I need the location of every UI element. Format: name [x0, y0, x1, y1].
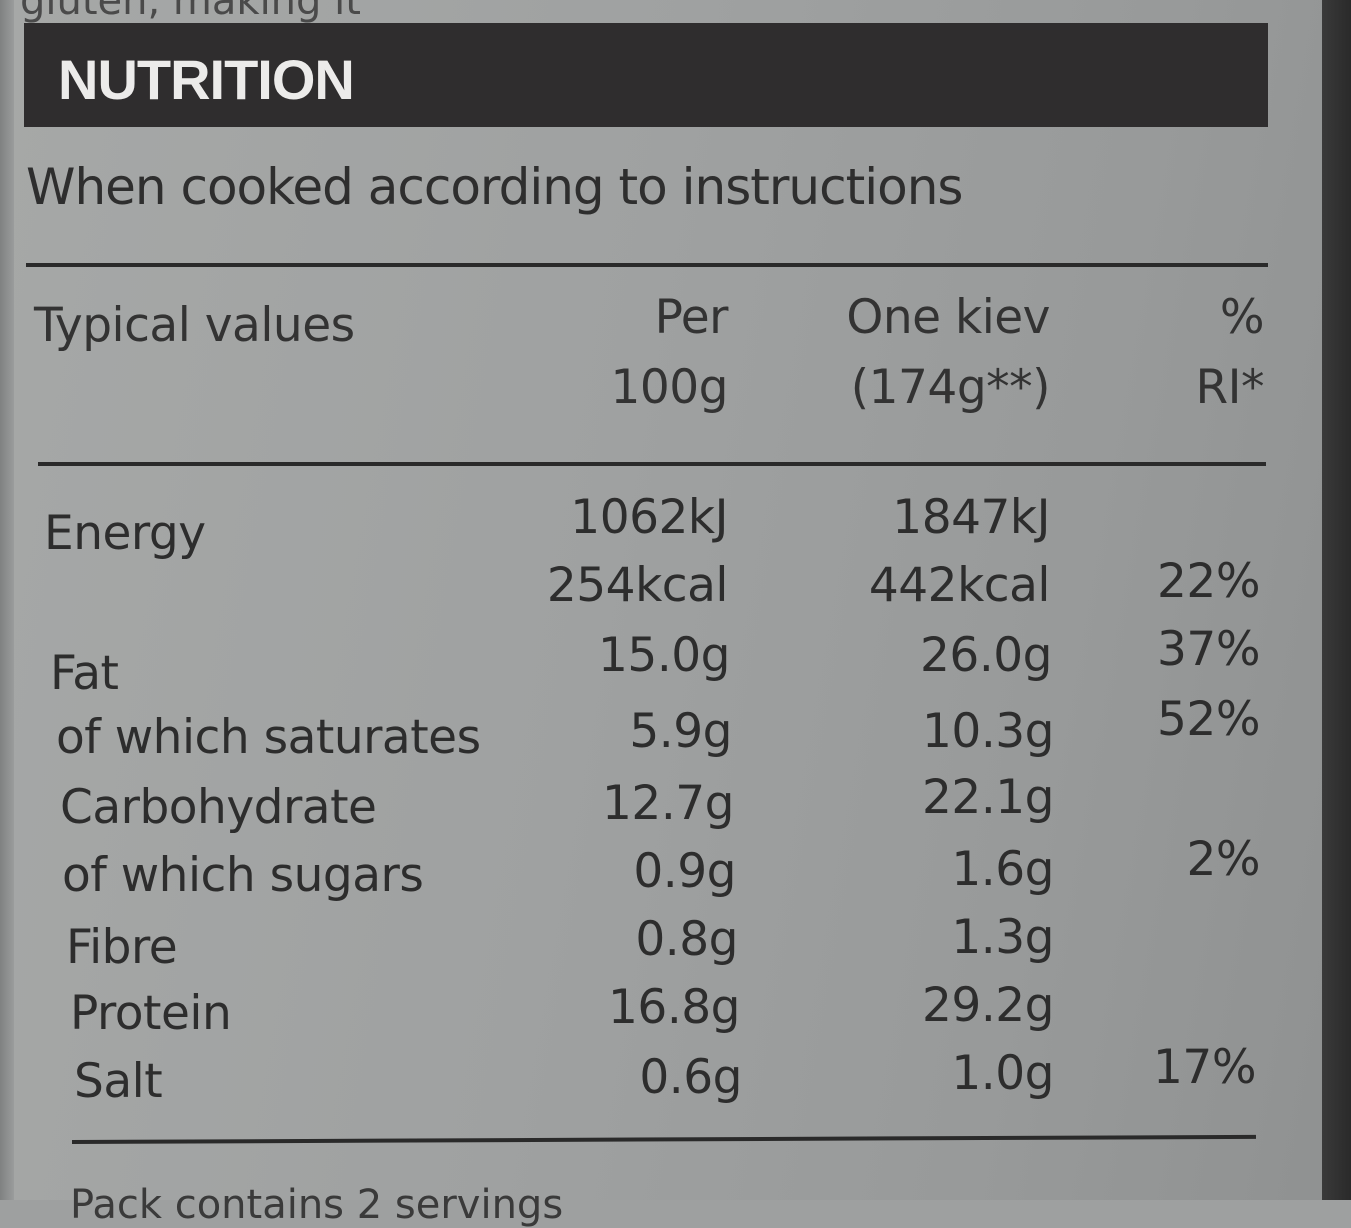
row-per100: 16.8g [608, 980, 740, 1035]
row-kiev: 29.2g [922, 978, 1054, 1033]
row-label: Fibre [66, 920, 178, 975]
header-per-line1: Per [654, 290, 729, 345]
row-label: Salt [74, 1054, 163, 1109]
divider-header [38, 462, 1266, 466]
row-kiev: 1.6g [951, 842, 1054, 897]
row-kiev: 1847kJ [892, 490, 1050, 545]
nutrition-banner: NUTRITION [24, 23, 1268, 127]
header-ri-line1: % [1219, 290, 1265, 345]
row-ri: 22% [1157, 554, 1260, 609]
row-label: of which saturates [56, 710, 481, 765]
label-background [0, 0, 1351, 1200]
header-kiev-line2: (174g**) [850, 360, 1051, 415]
cropped-top-text: gluten, making it [20, 0, 361, 24]
nutrition-title: NUTRITION [58, 48, 355, 111]
cropped-bottom-text: Pack contains 2 servings [70, 1182, 564, 1228]
row-per100: 12.7g [602, 776, 734, 831]
row-per100: 0.9g [633, 844, 736, 899]
row-kiev: 442kcal [868, 558, 1051, 613]
row-kiev: 1.3g [951, 910, 1054, 965]
row-label: of which sugars [62, 848, 424, 903]
row-kiev: 1.0g [951, 1046, 1054, 1101]
divider-top [26, 263, 1268, 267]
row-per100: 254kcal [546, 558, 729, 613]
row-label: Fat [50, 646, 119, 701]
header-typical-values: Typical values [34, 298, 355, 353]
package-right-edge [1322, 0, 1351, 1200]
row-kiev: 22.1g [922, 770, 1054, 825]
row-per100: 15.0g [598, 628, 730, 683]
header-ri-line2: RI* [1195, 360, 1264, 415]
row-per100: 0.8g [635, 912, 738, 967]
row-ri: 17% [1153, 1040, 1256, 1095]
row-kiev: 10.3g [922, 704, 1054, 759]
row-per100: 1062kJ [570, 490, 728, 545]
row-kiev: 26.0g [920, 628, 1052, 683]
cooking-note: When cooked according to instructions [26, 158, 963, 216]
row-ri: 2% [1186, 832, 1260, 887]
row-label: Protein [70, 986, 232, 1041]
row-ri: 37% [1157, 622, 1260, 677]
row-label: Carbohydrate [60, 780, 377, 835]
package-left-edge [0, 0, 14, 1200]
row-per100: 5.9g [629, 704, 732, 759]
header-per-line2: 100g [610, 360, 728, 415]
header-kiev-line1: One kiev [846, 290, 1050, 345]
row-ri: 52% [1157, 692, 1260, 747]
row-per100: 0.6g [639, 1050, 742, 1105]
row-label: Energy [44, 506, 206, 561]
